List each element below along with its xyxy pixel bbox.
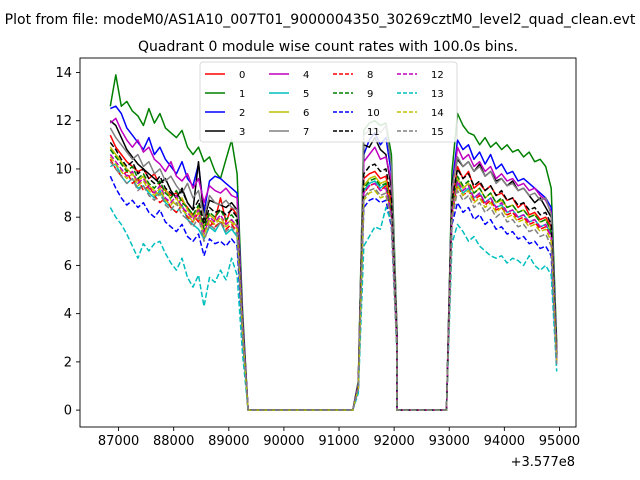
legend-label-11: 11 (367, 127, 380, 138)
y-tick-label: 8 (64, 211, 72, 226)
legend-label-6: 6 (303, 108, 309, 119)
legend-label-13: 13 (431, 89, 444, 100)
y-tick-label: 10 (55, 162, 72, 177)
y-tick-label: 6 (64, 259, 72, 274)
legend-label-4: 4 (303, 70, 309, 81)
plot-area (109, 74, 558, 411)
y-tick-label: 2 (64, 355, 72, 370)
legend-label-5: 5 (303, 89, 309, 100)
y-tick-label: 12 (55, 114, 72, 129)
x-tick-label: 95000 (539, 434, 580, 449)
x-tick-label: 89000 (208, 434, 249, 449)
legend-label-0: 0 (239, 70, 245, 81)
x-tick-label: 94000 (484, 434, 525, 449)
series-line-12 (109, 154, 558, 411)
y-tick-label: 14 (55, 66, 72, 81)
x-tick-label: 90000 (263, 434, 304, 449)
y-tick-label: 0 (64, 404, 72, 419)
figure-suptitle: Plot from file: modeM0/AS1A10_007T01_900… (5, 12, 636, 28)
x-tick-label: 92000 (373, 434, 414, 449)
x-tick-label: 93000 (429, 434, 470, 449)
legend-label-3: 3 (239, 127, 245, 138)
y-tick-label: 4 (64, 307, 72, 322)
axes-ticks: 87000 88000 89000 90000 91000 92000 93000 94000… (55, 57, 580, 449)
legend-label-8: 8 (367, 70, 373, 81)
legend-label-14: 14 (431, 108, 444, 119)
chart-title: Quadrant 0 module wise count rates with … (138, 39, 518, 55)
legend-label-7: 7 (303, 127, 309, 138)
x-tick-label: 87000 (98, 434, 139, 449)
series-lines (109, 74, 558, 411)
series-line-15 (109, 161, 558, 411)
x-tick-label: 91000 (318, 434, 359, 449)
x-tick-label: 88000 (153, 434, 194, 449)
legend-box (199, 61, 458, 143)
series-line-14 (109, 156, 558, 411)
legend-label-1: 1 (239, 89, 245, 100)
plot-frame (79, 57, 577, 428)
x-offset-label: +3.577e8 (511, 455, 575, 470)
legend-label-12: 12 (431, 70, 444, 81)
legend-label-15: 15 (431, 127, 444, 138)
legend-label-9: 9 (367, 89, 373, 100)
legend-label-2: 2 (239, 108, 245, 119)
legend-label-10: 10 (367, 108, 380, 119)
